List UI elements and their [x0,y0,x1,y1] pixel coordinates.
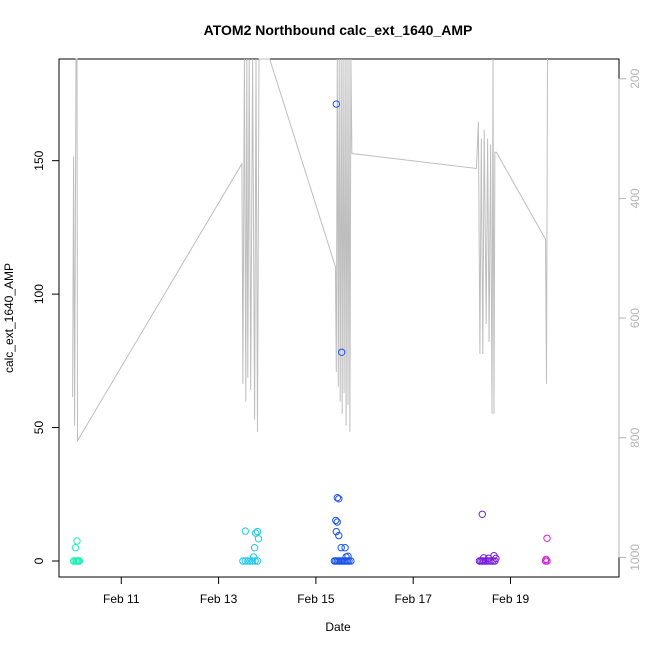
secondary-line [72,58,548,443]
data-point [73,537,81,545]
data-point [480,554,488,562]
data-point [251,557,259,565]
data-point [248,557,257,565]
axes: Feb 11 Feb 13 Feb 15 Feb 17 Feb 19 0 50 100 150 2… [32,68,642,606]
data-point [241,557,250,565]
scatter-series [69,100,551,565]
data-point [542,555,550,564]
y2-tick-label: 600 [628,308,642,328]
data-point [250,544,259,552]
data-point [332,516,340,525]
x-tick-label: Feb 15 [297,592,335,606]
y2-tick-label: 800 [628,427,642,447]
y-tick-label: 0 [32,557,46,564]
data-point [337,544,345,552]
data-point [75,557,84,565]
y2-tick-label: 200 [628,68,642,88]
data-point [253,557,262,565]
data-point [335,495,343,503]
data-point [478,510,486,518]
x-tick-label: Feb 11 [103,592,140,606]
data-point [253,527,262,536]
data-point [239,557,247,565]
data-point [543,534,551,542]
data-point [485,557,493,565]
data-point [492,554,500,562]
data-point [244,557,252,565]
data-point [71,544,80,552]
y-tick-label: 100 [32,284,46,304]
x-tick-label: Feb 19 [492,592,530,606]
data-point [333,494,341,502]
data-point [344,552,352,560]
y2-tick-label: 1000 [628,544,642,571]
data-point [341,544,349,552]
data-point [332,100,340,108]
data-point [249,553,258,561]
data-point [543,557,551,565]
data-point [332,527,340,536]
data-point [251,529,260,537]
data-point [333,518,341,526]
data-point [335,531,343,540]
data-point [338,348,346,356]
chart-title: ATOM2 Northbound calc_ext_1640_AMP [204,22,473,38]
y2-tick-label: 400 [628,188,642,208]
data-point [254,535,263,543]
line-series [72,58,548,443]
data-point [241,527,250,535]
y-tick-label: 50 [32,421,46,435]
x-tick-label: Feb 13 [200,592,238,606]
y-tick-label: 150 [32,150,46,170]
y-axis-label: calc_ext_1640_AMP [2,263,16,373]
x-axis-label: Date [325,620,351,634]
x-tick-label: Feb 17 [395,592,433,606]
